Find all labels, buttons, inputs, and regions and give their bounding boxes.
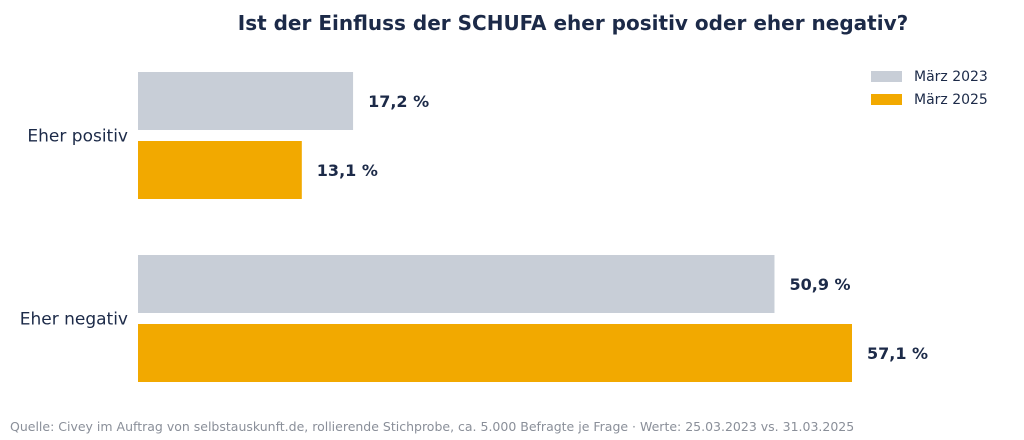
data-label-eher-positiv-m-rz-2025: 13,1 % bbox=[317, 161, 378, 180]
bar-eher-negativ-m-rz-2023 bbox=[138, 255, 775, 313]
legend-swatch-m-rz-2023 bbox=[871, 71, 902, 82]
data-label-eher-positiv-m-rz-2023: 17,2 % bbox=[368, 92, 429, 111]
bar-eher-positiv-m-rz-2023 bbox=[138, 72, 354, 130]
legend-label-m-rz-2025: März 2025 bbox=[914, 92, 988, 108]
category-label-eher-positiv: Eher positiv bbox=[27, 127, 128, 147]
source-note: Quelle: Civey im Auftrag von selbstausku… bbox=[10, 419, 855, 434]
data-label-eher-negativ-m-rz-2025: 57,1 % bbox=[867, 344, 928, 363]
data-label-eher-negativ-m-rz-2023: 50,9 % bbox=[789, 275, 850, 294]
chart-title: Ist der Einfluss der SCHUFA eher positiv… bbox=[237, 11, 909, 35]
category-label-eher-negativ: Eher negativ bbox=[20, 310, 128, 330]
bars-group: Eher positiv 17,2 % 13,1 % Eher negativ 50,9… bbox=[20, 72, 928, 382]
legend-label-m-rz-2023: März 2023 bbox=[914, 69, 988, 85]
bar-eher-positiv-m-rz-2025 bbox=[138, 141, 302, 199]
legend-swatch-m-rz-2025 bbox=[871, 94, 902, 105]
legend: März 2023 März 2025 bbox=[871, 69, 988, 108]
bar-eher-negativ-m-rz-2025 bbox=[138, 324, 852, 382]
